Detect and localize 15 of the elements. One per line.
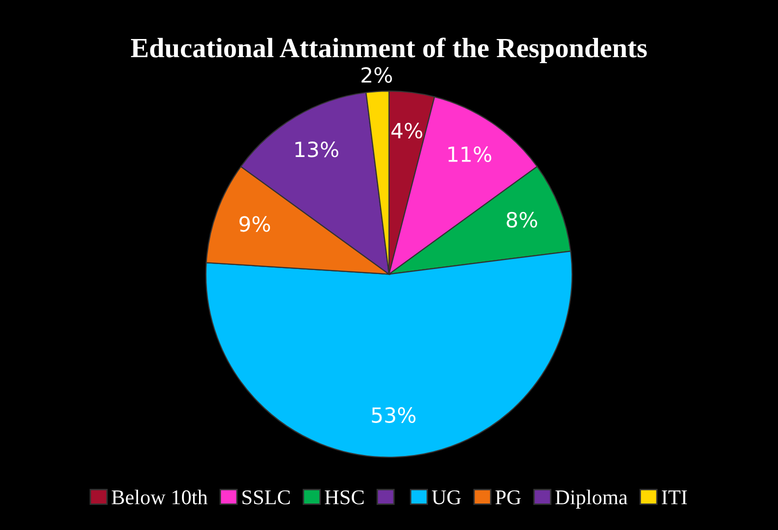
legend-label: Diploma <box>555 490 628 509</box>
legend-label: SSLC <box>242 490 290 504</box>
legend-label: Below 10th <box>112 490 208 504</box>
data-label: 4% <box>391 122 422 139</box>
data-label: 8% <box>506 212 538 228</box>
legend-label: PG <box>495 490 521 504</box>
data-label: 9% <box>239 216 270 232</box>
data-label: 13% <box>295 142 338 158</box>
legend-label: ITI <box>662 490 687 504</box>
legend-label: UG <box>432 490 461 504</box>
data-label: 11% <box>448 146 492 162</box>
chart-title: Educational Attainment of the Respondents <box>130 38 647 64</box>
data-label: 53% <box>372 407 416 423</box>
data-label: 2% <box>362 67 392 83</box>
legend-label: HSC <box>324 490 364 504</box>
